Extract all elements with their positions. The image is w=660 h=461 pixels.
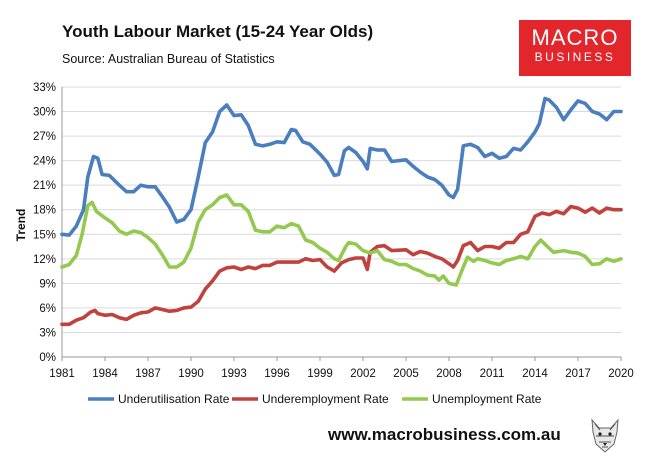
x-axis-ticks: 1981 1984 1987 1990 1993 1996 1999 2002 2005 2008… <box>49 87 634 380</box>
chart-legend: Underutilisation Rate Underemployment Rat… <box>88 392 542 406</box>
legend-label: Unemployment Rate <box>432 392 542 406</box>
y-axis-ticks: 0% 3% 6% 9% 12% 15% 18% 21% 24% 27% 30% 33% <box>33 82 56 364</box>
legend-label: Underemployment Rate <box>262 392 389 406</box>
y-tick-label: 9% <box>39 278 56 290</box>
x-tick-label: 1999 <box>307 368 333 380</box>
y-tick-label: 33% <box>33 82 56 94</box>
x-tick-label: 1981 <box>49 368 75 380</box>
wolf-logo-icon <box>591 418 619 453</box>
y-axis-label: Trend <box>14 209 28 242</box>
legend-label: Underutilisation Rate <box>118 392 230 406</box>
y-tick-label: 6% <box>39 303 56 315</box>
series-line-0 <box>60 96 623 237</box>
chart-source: Source: Australian Bureau of Statistics <box>62 52 275 66</box>
x-tick-label: 2008 <box>436 368 462 380</box>
x-tick-label: 2002 <box>350 368 376 380</box>
series-line-1 <box>60 204 623 327</box>
macrobusiness-logo[interactable]: MACRO BUSINESS <box>519 20 631 76</box>
x-tick-label: 1996 <box>264 368 290 380</box>
x-tick-label: 1984 <box>92 368 118 380</box>
logo-line-2: BUSINESS <box>534 50 616 64</box>
series-line-2 <box>60 193 623 287</box>
x-tick-label: 2020 <box>608 368 634 380</box>
footer-url[interactable]: www.macrobusiness.com.au <box>328 425 561 444</box>
x-tick-label: 2017 <box>565 368 591 380</box>
logo-line-1: MACRO <box>531 25 619 50</box>
y-tick-label: 30% <box>33 107 56 119</box>
x-tick-label: 2005 <box>393 368 419 380</box>
y-tick-label: 24% <box>33 156 56 168</box>
y-tick-label: 3% <box>39 327 56 339</box>
y-tick-label: 21% <box>33 180 56 192</box>
chart-title: Youth Labour Market (15-24 Year Olds) <box>62 22 374 41</box>
y-tick-label: 27% <box>33 131 56 143</box>
x-tick-label: 2014 <box>522 368 548 380</box>
x-tick-label: 1987 <box>135 368 161 380</box>
x-tick-label: 1990 <box>178 368 204 380</box>
x-tick-label: 2011 <box>480 368 505 380</box>
series-lines <box>60 96 623 327</box>
y-tick-label: 0% <box>39 352 56 364</box>
x-tick-label: 1993 <box>221 368 247 380</box>
y-tick-label: 12% <box>33 254 56 266</box>
y-tick-label: 18% <box>33 205 56 217</box>
line-chart: 0%3%6%9%12%15%18%21%24%27%30%33% 1981 198… <box>14 82 634 406</box>
y-tick-label: 15% <box>33 229 56 241</box>
